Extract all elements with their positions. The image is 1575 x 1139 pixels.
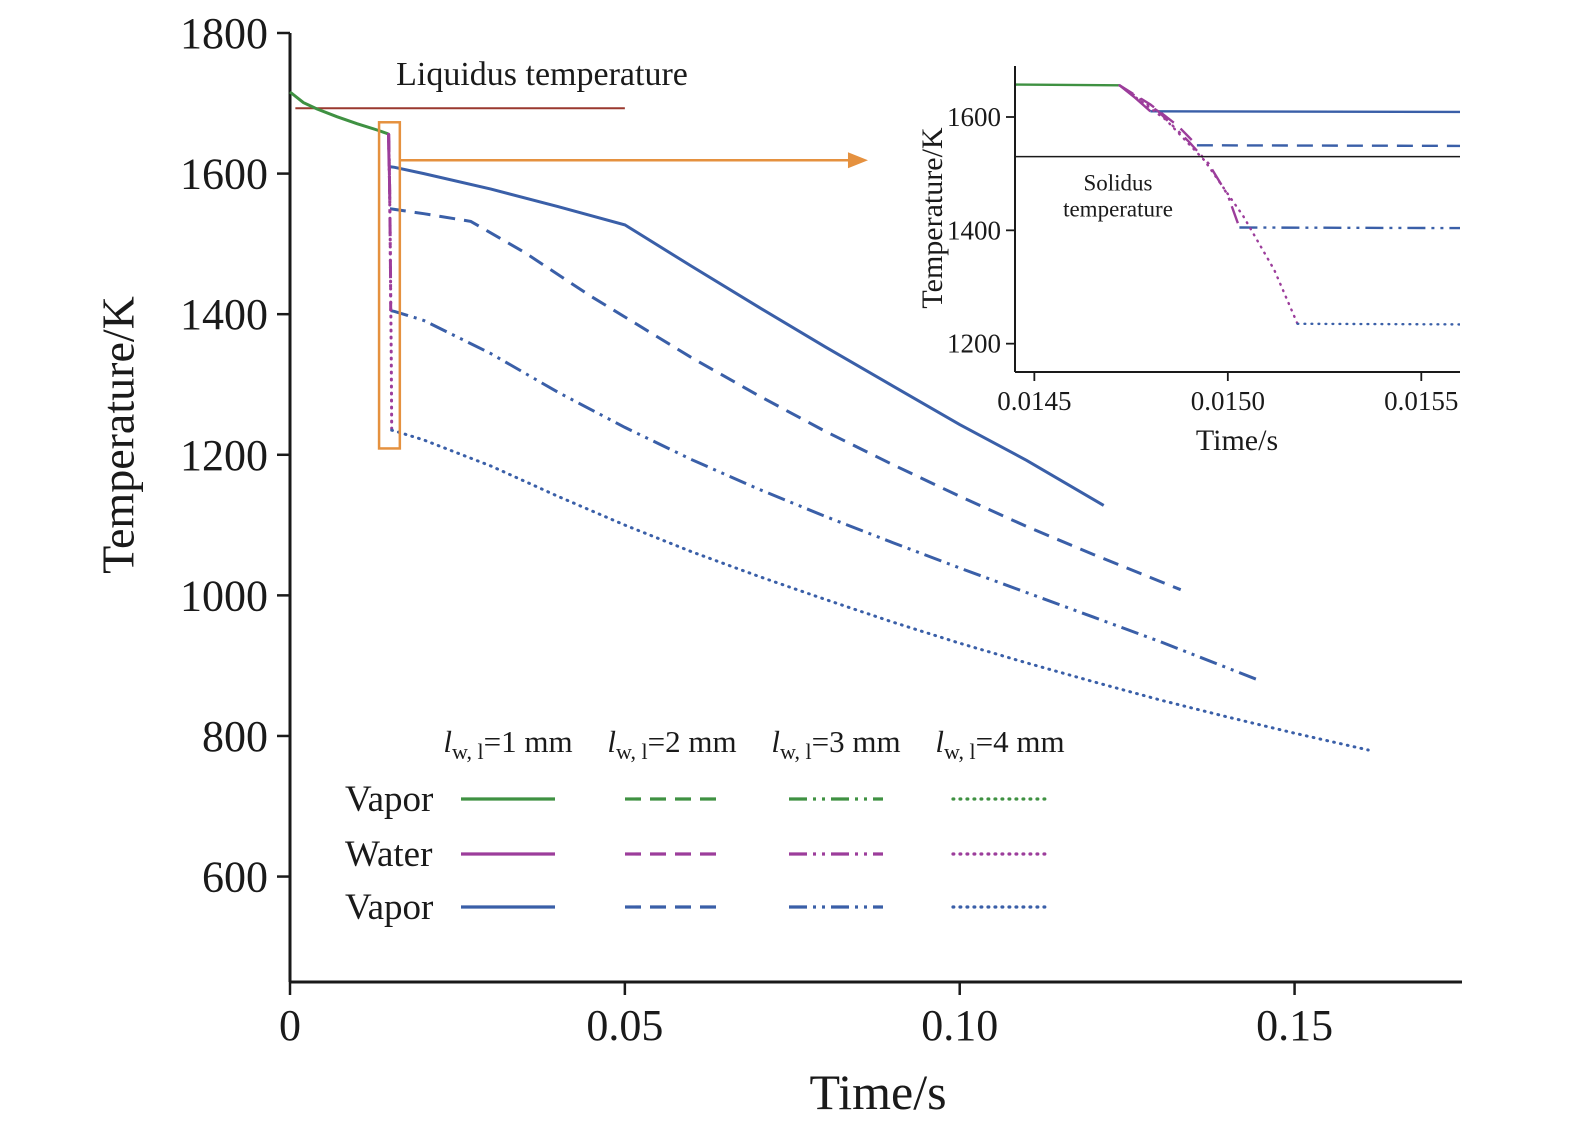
main-x-tick-label: 0 (279, 1001, 301, 1050)
legend-row-label: Vapor (345, 779, 433, 820)
inset-series-water-2mm (1118, 84, 1198, 147)
inset-series-vapor-4mm (1296, 322, 1460, 326)
legend-col-header: lw, l=3 mm (771, 724, 900, 764)
legend-header-subscript: w, l (944, 739, 976, 764)
main-series-vapor-1mm (388, 165, 1105, 507)
legend-col-header: lw, l=1 mm (443, 724, 572, 764)
legend-header-symbol: l (607, 724, 616, 759)
inset-series-water-3mm (1118, 84, 1241, 228)
inset-series-vapor-1mm (1150, 110, 1460, 114)
legend-header-value: =1 mm (484, 724, 573, 759)
solidus-annotation: Solidus temperature (1063, 170, 1173, 221)
zoom-arrow-head (847, 152, 868, 169)
legend-header-symbol: l (771, 724, 780, 759)
legend-header-value: =2 mm (648, 724, 737, 759)
inset-x-tick-label: 0.0155 (1384, 386, 1458, 416)
main-series-vapor-4mm (390, 428, 1370, 752)
main-y-tick-label: 600 (202, 853, 268, 902)
legend-col-header: lw, l=4 mm (935, 724, 1064, 764)
main-series-vapor-2mm (389, 207, 1182, 592)
inset-series-water-4mm (1118, 84, 1299, 325)
inset-x-axis-title: Time/s (1195, 424, 1279, 457)
main-x-tick-label: 0.05 (586, 1001, 663, 1050)
main-y-tick-label: 1000 (180, 571, 268, 620)
legend-row-label: Water (345, 834, 432, 875)
inset-x-tick-label: 0.0145 (997, 386, 1071, 416)
main-series-water-4mm (387, 132, 394, 432)
inset-y-tick-label: 1200 (947, 329, 1001, 359)
main-y-tick-label: 800 (202, 712, 268, 761)
main-x-tick-label: 0.10 (921, 1001, 998, 1050)
main-series-vapor-initial (289, 90, 390, 136)
main-y-tick-label: 1800 (180, 9, 268, 58)
legend-row-label: Vapor (345, 887, 433, 928)
main-x-axis-title: Time/s (809, 1064, 947, 1120)
legend-header-value: =3 mm (812, 724, 901, 759)
inset-y-tick-label: 1600 (947, 102, 1001, 132)
inset-y-axis-title: Temperature/K (916, 127, 949, 309)
main-y-tick-label: 1400 (180, 290, 268, 339)
legend-col-header: lw, l=2 mm (607, 724, 736, 764)
main-y-tick-label: 1200 (180, 431, 268, 480)
inset-x-tick-label: 0.0150 (1191, 386, 1265, 416)
highlight-box (377, 121, 402, 450)
legend-header-subscript: w, l (616, 739, 648, 764)
main-series-vapor-3mm (390, 309, 1262, 683)
legend-header-value: =4 mm (976, 724, 1065, 759)
main-x-tick-label: 0.15 (1256, 1001, 1333, 1050)
legend-header-subscript: w, l (452, 739, 484, 764)
inset-y-tick-label: 1400 (947, 215, 1001, 245)
main-series-water-3mm (387, 134, 393, 311)
legend-header-symbol: l (935, 724, 944, 759)
legend-header-symbol: l (443, 724, 452, 759)
main-y-axis-title: Temperature/K (92, 296, 144, 574)
inset-series-group (1015, 83, 1460, 326)
main-y-tick-label: 1600 (180, 150, 268, 199)
liquidus-annotation: Liquidus temperature (396, 56, 688, 93)
legend-header-subscript: w, l (780, 739, 812, 764)
inset-series-vapor-3mm (1239, 226, 1460, 230)
